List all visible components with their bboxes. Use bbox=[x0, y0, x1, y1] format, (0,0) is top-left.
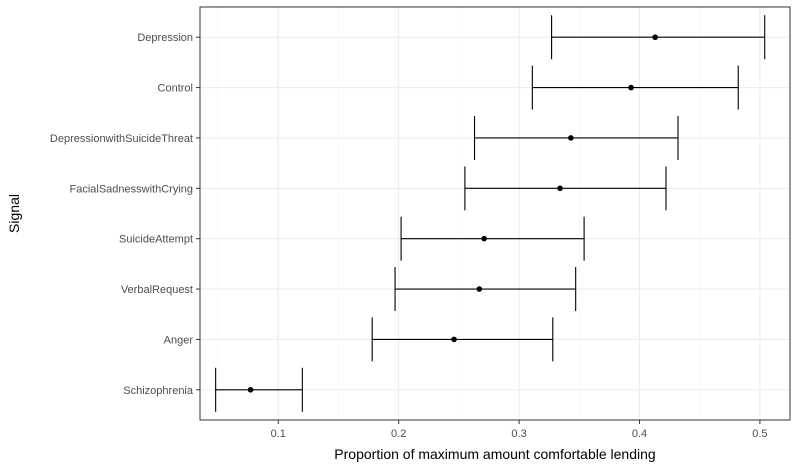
error-bar bbox=[551, 15, 766, 60]
x-tick-label: 0.2 bbox=[391, 428, 406, 440]
data-point bbox=[481, 235, 487, 242]
error-bar bbox=[531, 65, 739, 110]
error-bar bbox=[473, 115, 679, 160]
error-bar bbox=[464, 166, 667, 211]
data-point bbox=[628, 84, 634, 91]
x-tick-label: 0.1 bbox=[271, 428, 286, 440]
data-point bbox=[557, 185, 563, 192]
y-tick-label: SuicideAttempt bbox=[119, 234, 193, 246]
error-bar bbox=[394, 267, 577, 312]
x-tick-label: 0.5 bbox=[752, 428, 767, 440]
axis-layer: Depression Control DepressionwithSuicideTh… bbox=[50, 32, 768, 440]
y-tick-label: FacialSadnesswithCrying bbox=[70, 183, 194, 195]
error-bar bbox=[400, 216, 585, 261]
x-tick-label: 0.3 bbox=[511, 428, 526, 440]
grid-layer bbox=[200, 7, 790, 420]
y-tick-label: Depression bbox=[137, 32, 193, 44]
x-tick-label: 0.4 bbox=[632, 428, 647, 440]
panel-border bbox=[199, 6, 791, 421]
y-tick-label: Anger bbox=[164, 334, 194, 346]
data-point bbox=[652, 34, 658, 41]
error-bar bbox=[371, 317, 554, 362]
y-axis-title: Signal bbox=[6, 194, 22, 233]
data-point bbox=[451, 336, 457, 343]
y-tick-label: DepressionwithSuicideThreat bbox=[50, 133, 193, 145]
data-point bbox=[476, 286, 483, 292]
data-point bbox=[568, 135, 574, 141]
mark-layer bbox=[215, 15, 766, 412]
y-tick-label: Control bbox=[158, 83, 193, 95]
error-bar bbox=[215, 367, 303, 412]
data-point bbox=[247, 386, 254, 393]
y-tick-label: VerbalRequest bbox=[121, 284, 193, 296]
x-axis-title: Proportion of maximum amount comfortable… bbox=[334, 446, 655, 462]
y-tick-label: Schizophrenia bbox=[123, 385, 194, 397]
